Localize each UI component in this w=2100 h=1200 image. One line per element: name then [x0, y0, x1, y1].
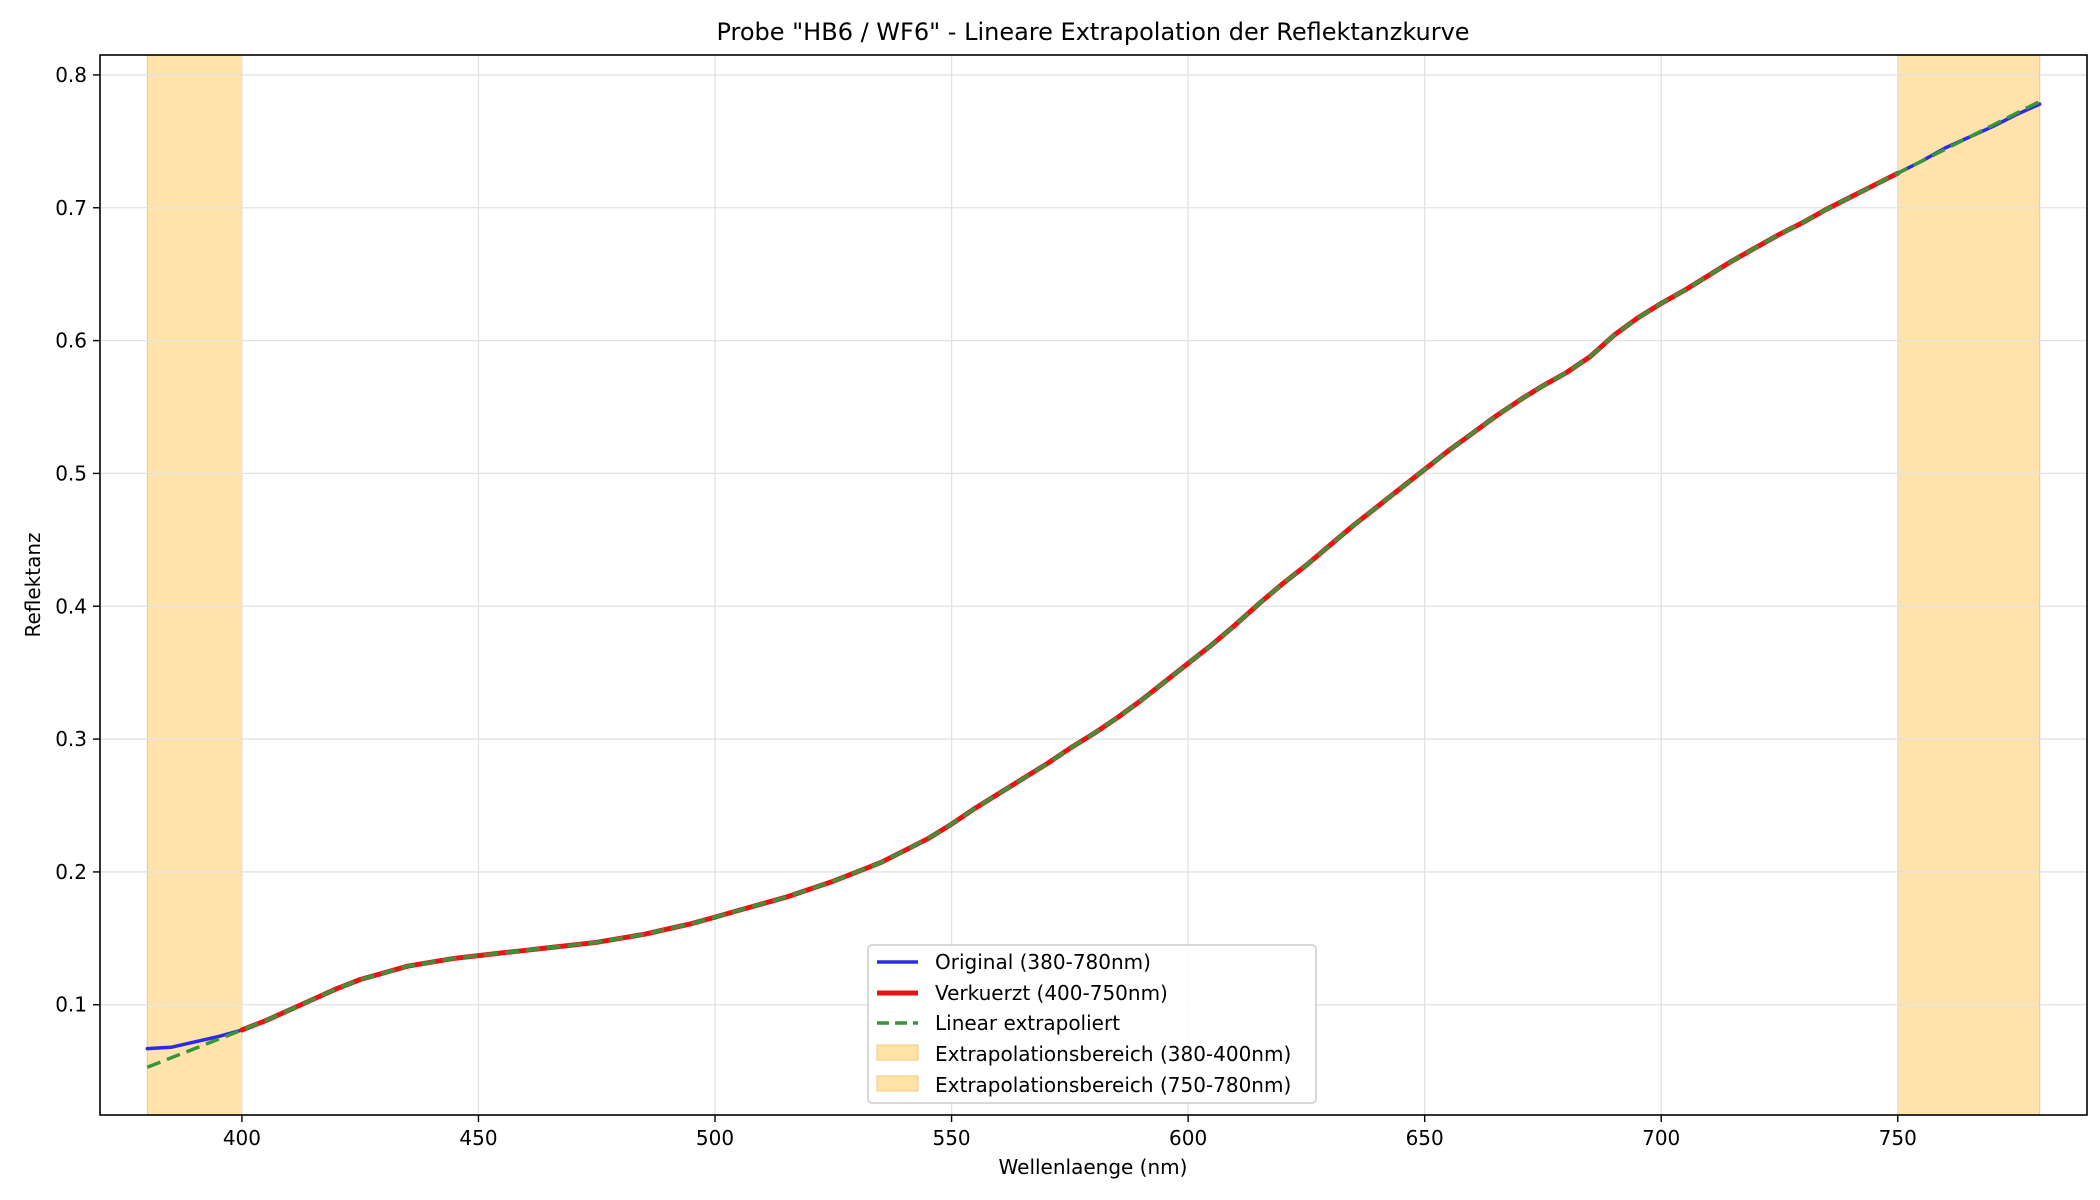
- x-tick-label: 750: [1879, 1126, 1917, 1150]
- x-tick-label: 550: [932, 1126, 970, 1150]
- y-tick-label: 0.8: [55, 63, 87, 87]
- legend-label-linear: Linear extrapoliert: [935, 1011, 1120, 1035]
- legend: Original (380-780nm) Verkuerzt (400-750n…: [867, 944, 1317, 1104]
- legend-label-region-high: Extrapolationsbereich (750-780nm): [935, 1073, 1291, 1097]
- y-tick-label: 0.1: [55, 993, 87, 1017]
- y-tick-label: 0.7: [55, 196, 87, 220]
- legend-label-original: Original (380-780nm): [935, 950, 1151, 974]
- series-line-linear-extrapoliert: [146, 99, 2041, 1069]
- legend-label-region-low: Extrapolationsbereich (380-400nm): [935, 1042, 1291, 1066]
- plot-frame: [99, 54, 2088, 1116]
- y-tick-label: 0.6: [55, 329, 87, 353]
- y-tick-label: 0.4: [55, 594, 87, 618]
- x-tick-label: 700: [1642, 1126, 1680, 1150]
- y-axis-title: Reflektanz: [21, 532, 45, 637]
- y-tick-label: 0.5: [55, 461, 87, 485]
- axis-ticks: 400 450 500 550 600 650 700 750 0.1 0.2 0.3 0.4 0.5 0…: [55, 63, 1917, 1150]
- legend-box: [867, 944, 1317, 1104]
- x-tick-label: 500: [696, 1126, 734, 1150]
- x-tick-label: 450: [459, 1126, 497, 1150]
- y-tick-label: 0.2: [55, 860, 87, 884]
- x-tick-label: 600: [1169, 1126, 1207, 1150]
- x-tick-label: 400: [223, 1126, 261, 1150]
- legend-swatch-region-high: [876, 1075, 919, 1092]
- extrapolation-regions: [146, 54, 2041, 1116]
- x-axis-title: Wellenlaenge (nm): [999, 1155, 1188, 1179]
- series-lines: [145, 99, 2042, 1069]
- extrapolation-region-low: [146, 54, 243, 1116]
- y-tick-label: 0.3: [55, 727, 87, 751]
- legend-label-verkuerzt: Verkuerzt (400-750nm): [935, 981, 1168, 1005]
- x-tick-label: 650: [1406, 1126, 1444, 1150]
- extrapolation-region-high: [1897, 54, 2041, 1116]
- legend-swatch-region-low: [876, 1044, 919, 1061]
- chart-title: Probe "HB6 / WF6" - Lineare Extrapolatio…: [716, 18, 1469, 46]
